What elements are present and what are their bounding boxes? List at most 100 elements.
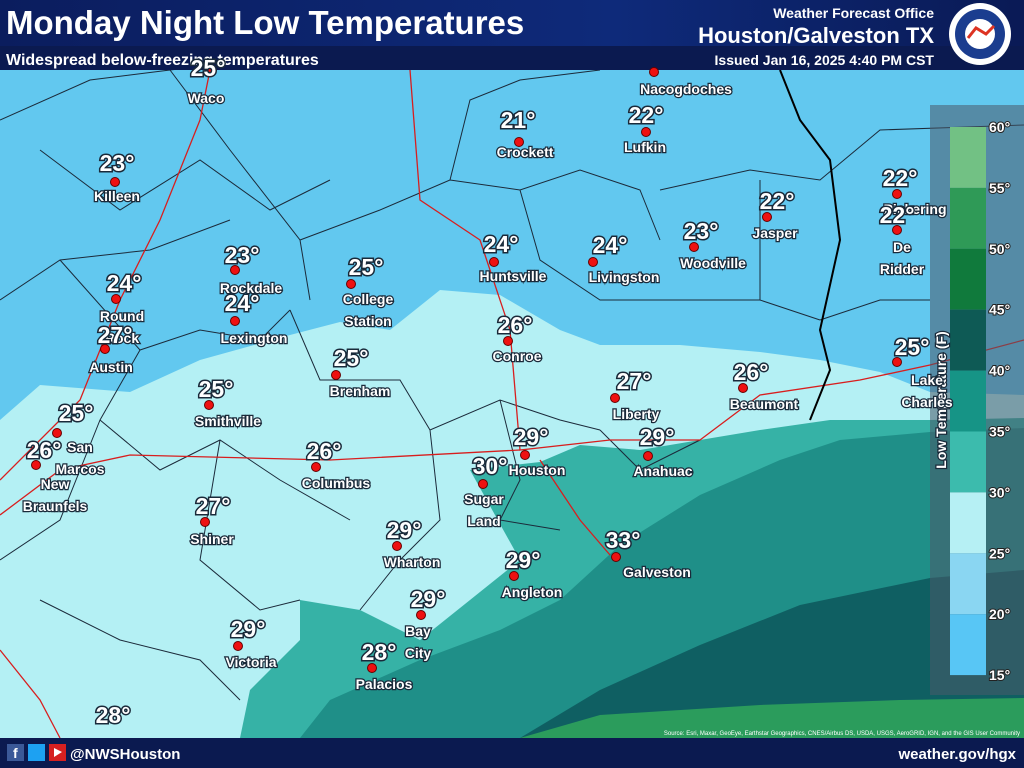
city-dot: [610, 393, 620, 403]
city-name: San: [67, 439, 93, 455]
temperature: 27°: [98, 322, 133, 348]
city-dot: [100, 344, 110, 354]
city-dot: [230, 316, 240, 326]
highways: [0, 69, 1024, 739]
city-name: Beaumont: [730, 396, 799, 412]
website[interactable]: weather.gov/hgx: [897, 746, 1016, 763]
city-name: Crockett: [497, 144, 554, 160]
city-marker: 24° Livingston: [587, 231, 660, 287]
legend-tick: 60°: [989, 119, 1010, 135]
city-marker: 29° Bay City: [404, 585, 447, 663]
city-name: Victoria: [225, 654, 276, 670]
city-name: College: [343, 291, 394, 307]
city-marker: 29° Anahuac: [632, 423, 694, 481]
temperature: 22°: [883, 165, 918, 191]
city-dot: [31, 460, 41, 470]
city-dot: [503, 336, 513, 346]
city-dot: [649, 67, 659, 77]
social-icons: f: [7, 744, 66, 761]
temperature: 25°: [334, 345, 369, 371]
temperature: 30°: [473, 453, 508, 479]
city-name: Marcos: [55, 461, 104, 477]
temperature: 23°: [225, 242, 260, 268]
temperature: 22°: [880, 202, 915, 228]
location: Houston/Galveston TX: [698, 23, 934, 48]
city-marker: 27° Austin: [88, 321, 134, 377]
state-border: [779, 69, 842, 421]
title: Monday Night Low Temperatures: [6, 4, 524, 41]
city-marker: 25° Smithville: [194, 375, 263, 431]
city-dot: [892, 225, 902, 235]
city-dot: [204, 400, 214, 410]
temperature: 28°: [96, 702, 131, 728]
city-name: Brenham: [330, 383, 391, 399]
temperature: 25°: [199, 376, 234, 402]
city-name: Bay: [405, 623, 431, 639]
legend-swatch: [950, 248, 986, 310]
city-marker: 24° Round Rock: [99, 269, 146, 348]
legend-swatch: [950, 370, 986, 432]
legend-swatch: [950, 614, 986, 676]
city-dot: [611, 552, 621, 562]
city-name: Rock: [105, 330, 139, 346]
city-name: Columbus: [302, 475, 371, 491]
city-marker: 23° Rockdale: [219, 241, 284, 298]
city-name: Station: [344, 313, 391, 329]
city-dot: [416, 610, 426, 620]
city-marker: 29° Houston: [507, 423, 566, 480]
cities: 25° Waco Nacogdoches 21° Crockett 22° Lufkin 23…: [21, 54, 954, 730]
footer-bar: [0, 738, 1024, 768]
city-name: Livingston: [589, 269, 660, 285]
temperature: 29°: [231, 616, 266, 642]
city-marker: 22° Pickering: [881, 164, 948, 219]
temperature: 22°: [629, 102, 664, 128]
city-dot: [311, 462, 321, 472]
temperature: 29°: [387, 517, 422, 543]
temperature: 29°: [411, 586, 446, 612]
legend-tick: 50°: [989, 241, 1010, 257]
city-marker: 25° San Marcos: [52, 399, 106, 478]
city-marker: 29° Victoria: [224, 615, 278, 672]
city-dot: [233, 641, 243, 651]
city-marker: 29° Wharton: [382, 516, 441, 572]
city-marker: 22° Jasper: [751, 187, 799, 243]
legend-swatch: [950, 492, 986, 554]
city-name: Rockdale: [220, 280, 282, 296]
city-dot: [230, 265, 240, 275]
city-marker: 28° Palacios: [354, 638, 414, 694]
city-name: Braunfels: [23, 498, 88, 514]
city-marker: 33° Galveston: [604, 526, 692, 582]
city-marker: 24° Huntsville: [478, 230, 548, 286]
city-name: Lake: [911, 372, 943, 388]
city-marker: 25° Lake Charles: [892, 333, 954, 411]
city-name: Wharton: [384, 554, 441, 570]
county-lines: [0, 59, 1024, 701]
legend-tick: 15°: [989, 667, 1010, 683]
header-bar: [0, 0, 1024, 46]
temperature: 25°: [349, 254, 384, 280]
legend-tick: 25°: [989, 545, 1010, 561]
city-name: Jasper: [752, 225, 798, 241]
city-name: Conroe: [493, 348, 542, 364]
city-marker: 23° Killeen: [93, 149, 141, 206]
legend-tick: 20°: [989, 606, 1010, 622]
city-dot: [392, 541, 402, 551]
city-marker: 22° De Ridder: [878, 201, 926, 279]
city-dot: [331, 370, 341, 380]
temperature: 26°: [307, 438, 342, 464]
city-name: Galveston: [623, 564, 691, 580]
city-dot: [514, 137, 524, 147]
city-dot: [689, 242, 699, 252]
city-name: Liberty: [613, 406, 660, 422]
city-marker: 28°: [94, 701, 132, 730]
legend-tick: 55°: [989, 180, 1010, 196]
city-name: Anahuac: [633, 463, 692, 479]
city-marker: 26° Conroe: [491, 311, 543, 366]
legend-swatch: [950, 431, 986, 493]
city-name: Waco: [188, 90, 225, 106]
city-dot: [509, 571, 519, 581]
handle[interactable]: @NWSHouston: [70, 746, 180, 763]
city-dot: [200, 517, 210, 527]
